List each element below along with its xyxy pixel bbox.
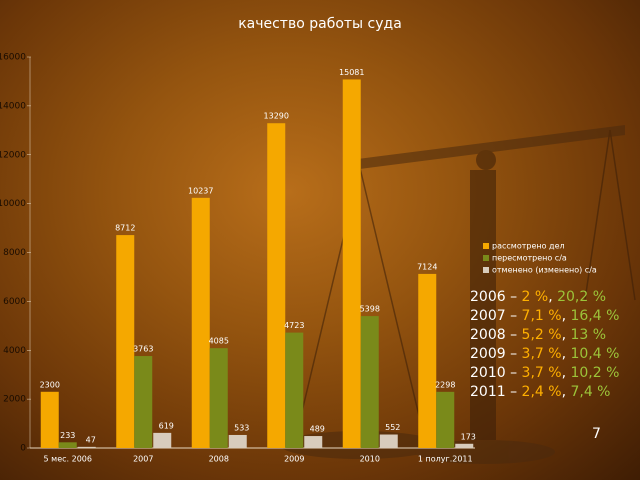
- bar: [285, 332, 304, 448]
- value-label: 533: [234, 423, 249, 432]
- bar: [153, 432, 172, 448]
- bar: [40, 391, 59, 448]
- notes: 2006 – 2 %, 20,2 % 2007 – 7,1 %, 16,4 % 20…: [470, 288, 619, 402]
- note-text: 3,7 %: [521, 365, 562, 381]
- note-row: 2010 – 3,7 %, 10,2 %: [470, 364, 619, 383]
- bar: [209, 348, 228, 448]
- value-label: 47: [86, 435, 96, 444]
- note-text: ,: [561, 308, 571, 324]
- x-tick-label: 2009: [284, 455, 304, 464]
- note-text: 13 %: [570, 327, 607, 343]
- note-text: 5,2 %: [521, 327, 562, 343]
- note-text: 20,2 %: [557, 289, 607, 305]
- y-tick-label: 8000: [3, 248, 26, 258]
- note-row: 2009 – 3,7 %, 10,4 %: [470, 345, 619, 364]
- bar: [58, 442, 77, 448]
- note-row: 2006 – 2 %, 20,2 %: [470, 288, 619, 307]
- note-text: 2,4 %: [521, 384, 562, 400]
- bar: [342, 79, 361, 448]
- y-tick-label: 6000: [3, 297, 26, 307]
- note-text: 16,4 %: [570, 308, 620, 324]
- page-number: 7: [592, 426, 601, 442]
- value-label: 552: [385, 423, 400, 432]
- note-text: 2007 –: [470, 308, 522, 324]
- note-text: 2 %: [521, 289, 549, 305]
- y-tick-label: 16000: [0, 53, 26, 63]
- value-label: 233: [60, 431, 75, 440]
- bar: [267, 123, 286, 449]
- note-row: 2008 – 5,2 %, 13 %: [470, 326, 619, 345]
- note-row: 2007 – 7,1 %, 16,4 %: [470, 307, 619, 326]
- note-text: ,: [561, 327, 571, 343]
- value-label: 4085: [209, 337, 229, 346]
- value-label: 7124: [417, 262, 437, 271]
- bar: [304, 436, 323, 448]
- value-label: 3763: [133, 345, 153, 354]
- x-tick-label: 2007: [133, 455, 153, 464]
- bar: [455, 443, 474, 448]
- value-label: 13290: [264, 112, 289, 121]
- note-text: 2006 –: [470, 289, 522, 305]
- note-text: ,: [561, 365, 571, 381]
- note-text: 2008 –: [470, 327, 522, 343]
- bar: [228, 434, 247, 448]
- note-text: ,: [548, 289, 558, 305]
- value-label: 619: [159, 421, 174, 430]
- bar: [116, 235, 135, 448]
- legend-swatch: [483, 255, 489, 261]
- note-text: 3,7 %: [521, 346, 562, 362]
- value-label: 8712: [115, 224, 135, 233]
- y-tick-label: 2000: [3, 395, 26, 405]
- value-label: 5398: [360, 305, 380, 314]
- value-label: 10237: [188, 186, 213, 195]
- note-text: 7,1 %: [521, 308, 562, 324]
- note-text: 7,4 %: [570, 384, 611, 400]
- note-text: 2011 –: [470, 384, 522, 400]
- legend-label: отменено (изменено) с/а: [492, 266, 597, 275]
- note-text: 10,4 %: [570, 346, 620, 362]
- value-label: 489: [310, 425, 325, 434]
- chart-title: качество работы суда: [238, 16, 402, 32]
- y-tick-label: 12000: [0, 150, 26, 160]
- value-label: 173: [461, 432, 476, 441]
- value-label: 2298: [435, 380, 455, 389]
- y-tick-label: 10000: [0, 199, 26, 209]
- x-tick-label: 5 мес. 2006: [44, 455, 92, 464]
- legend-label: пересмотрено с/а: [492, 254, 567, 263]
- note-text: 2010 –: [470, 365, 522, 381]
- x-tick-label: 2008: [209, 455, 229, 464]
- bar: [360, 316, 379, 448]
- legend-label: рассмотрено дел: [492, 242, 565, 251]
- bar: [134, 356, 153, 448]
- bar: [418, 273, 437, 448]
- note-text: ,: [561, 384, 571, 400]
- y-tick-label: 0: [20, 444, 26, 454]
- note-row: 2011 – 2,4 %, 7,4 %: [470, 383, 619, 402]
- value-label: 2300: [40, 380, 60, 389]
- bar: [379, 434, 398, 448]
- bar: [191, 197, 210, 448]
- note-text: ,: [561, 346, 571, 362]
- x-tick-label: 1 полуг.2011: [418, 455, 473, 464]
- y-tick-label: 14000: [0, 101, 26, 111]
- y-tick-label: 4000: [3, 346, 26, 356]
- legend-swatch: [483, 267, 489, 273]
- bar: [77, 446, 96, 448]
- note-text: 10,2 %: [570, 365, 620, 381]
- bar: [436, 391, 455, 448]
- value-label: 15081: [339, 68, 364, 77]
- x-tick-label: 2010: [360, 455, 380, 464]
- note-text: 2009 –: [470, 346, 522, 362]
- value-label: 4723: [284, 321, 304, 330]
- legend-swatch: [483, 243, 489, 249]
